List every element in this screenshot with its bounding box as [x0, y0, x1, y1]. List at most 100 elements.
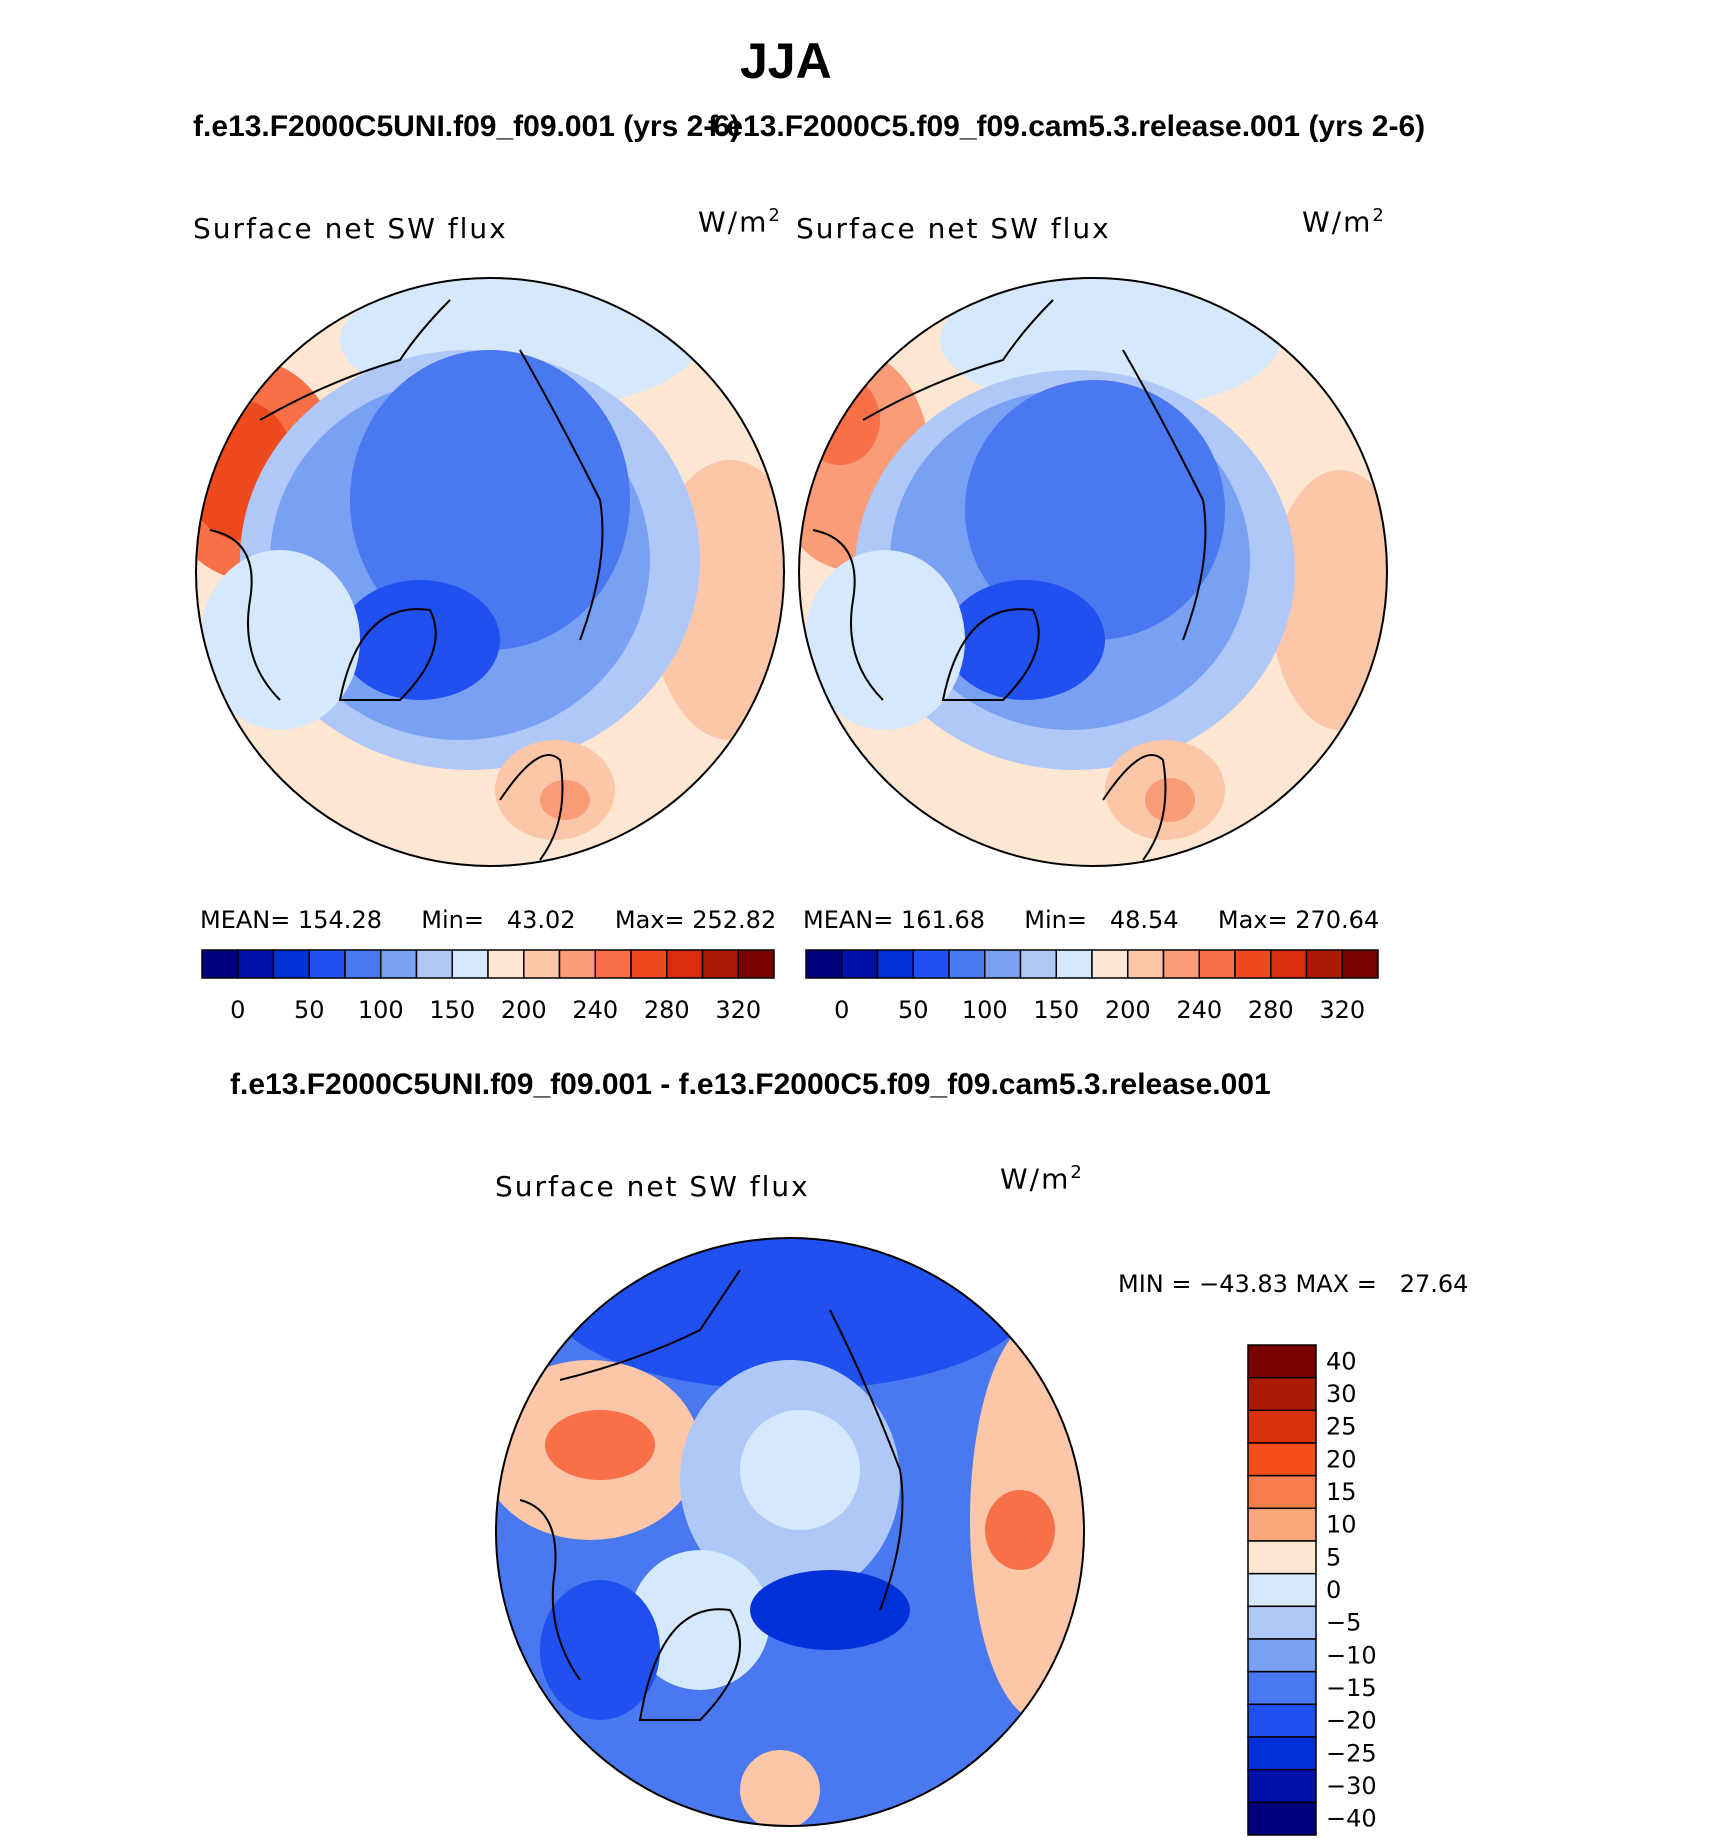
colorbar-tick-label: 0 — [1326, 1576, 1341, 1604]
colorbar-tick-label: 240 — [572, 996, 618, 1024]
colorbar-box — [1091, 949, 1129, 979]
colorbar-tick-label: 150 — [1033, 996, 1079, 1024]
map-panel-2 — [799, 278, 1387, 866]
colorbar-box — [666, 949, 704, 979]
case1-title: f.e13.F2000C5UNI.f09_f09.001 (yrs 2-6) — [193, 110, 740, 143]
colorbar-box — [1247, 1572, 1317, 1608]
colorbar-tick-label: −10 — [1326, 1641, 1377, 1669]
units-exponent: 2 — [1070, 1162, 1084, 1183]
colorbar-box — [1247, 1768, 1317, 1804]
colorbar-box — [523, 949, 561, 979]
units-exponent: 2 — [1372, 205, 1386, 226]
map-panel-diff — [496, 1238, 1084, 1826]
colorbar-box — [1162, 949, 1200, 979]
colorbar-box — [451, 949, 489, 979]
colorbar-box — [308, 949, 346, 979]
colorbar-tick-label: 25 — [1326, 1413, 1357, 1441]
colorbar-box — [876, 949, 914, 979]
colorbar-box — [487, 949, 525, 979]
colorbar-tick-label: 150 — [429, 996, 475, 1024]
colorbar-tick-label: 20 — [1326, 1445, 1357, 1473]
colorbar-box — [948, 949, 986, 979]
colorbar-box — [737, 949, 775, 979]
mean-value: 161.68 — [901, 906, 985, 934]
colorbar-tick-label: 200 — [1105, 996, 1151, 1024]
min-value: 43.02 — [506, 906, 576, 934]
colorbar-tick-label: 320 — [715, 996, 761, 1024]
map-panel-2-border — [798, 277, 1388, 867]
colorbar-box — [805, 949, 843, 979]
colorbar-box — [1247, 1344, 1317, 1379]
colorbar-tick-label: 50 — [294, 996, 325, 1024]
colorbar-box — [1247, 1507, 1317, 1542]
colorbar-tick-label: 40 — [1326, 1347, 1357, 1375]
colorbar-panel-2: 0 50 100 150 200 240 280 320 — [805, 949, 1379, 1024]
colorbar-box — [701, 949, 739, 979]
colorbar-tick-label: 320 — [1319, 996, 1365, 1024]
colorbar-box — [1247, 1605, 1317, 1640]
colorbar-tick-label: 50 — [898, 996, 929, 1024]
panel1-units: W/m2 — [698, 205, 782, 238]
colorbar-tick-label: 100 — [358, 996, 404, 1024]
colorbar-tick-label: 15 — [1326, 1478, 1357, 1506]
colorbar-box — [344, 949, 382, 979]
colorbar-box — [841, 949, 879, 979]
mean-label: MEAN= — [200, 906, 291, 934]
panel1-stats: MEAN= 154.28 Min= 43.02 Max= 252.82 — [200, 906, 776, 934]
colorbar-box — [1247, 1638, 1317, 1673]
colorbar-panel-1: 0 50 100 150 200 240 280 320 — [201, 949, 775, 1024]
colorbar-box — [594, 949, 632, 979]
colorbar-tick-label: −5 — [1326, 1609, 1361, 1637]
colorbar-box — [1234, 949, 1272, 979]
map-panel-1-border — [195, 277, 785, 867]
min-label: Min= — [1024, 906, 1087, 934]
colorbar-tick-label: 30 — [1326, 1380, 1357, 1408]
colorbar-tick-label: 200 — [501, 996, 547, 1024]
panel2-units: W/m2 — [1302, 205, 1386, 238]
units-text: W/m — [698, 205, 769, 239]
min-value: 48.54 — [1109, 906, 1179, 934]
mean-label: MEAN= — [803, 906, 894, 934]
max-value: 270.64 — [1295, 906, 1380, 934]
colorbar-box — [1019, 949, 1057, 979]
panel2-variable-label: Surface net SW flux — [796, 212, 1111, 245]
colorbar-box — [1247, 1540, 1317, 1575]
colorbar-box — [912, 949, 950, 979]
colorbar-tick-label: 280 — [644, 996, 690, 1024]
units-exponent: 2 — [768, 205, 782, 226]
max-label: Max= — [614, 906, 685, 934]
colorbar-tick-label: 100 — [962, 996, 1008, 1024]
colorbar-box — [1247, 1670, 1317, 1706]
colorbar-box — [1247, 1801, 1317, 1836]
min-label: Min= — [421, 906, 484, 934]
diff-variable-label: Surface net SW flux — [495, 1170, 810, 1203]
map-panel-1 — [196, 278, 784, 866]
colorbar-box — [1270, 949, 1308, 979]
units-text: W/m — [1302, 205, 1373, 239]
colorbar-tick-label: −30 — [1326, 1772, 1377, 1800]
panel2-stats: MEAN= 161.68 Min= 48.54 Max= 270.64 — [803, 906, 1379, 934]
diff-minmax: MIN = −43.83 MAX = 27.64 — [1118, 1270, 1469, 1298]
map-panel-diff-border — [495, 1237, 1085, 1827]
colorbar-box — [1055, 949, 1093, 979]
mean-value: 154.28 — [298, 906, 382, 934]
colorbar-box — [1198, 949, 1236, 979]
panel1-variable-label: Surface net SW flux — [193, 212, 508, 245]
colorbar-box — [237, 949, 275, 979]
diff-title: f.e13.F2000C5UNI.f09_f09.001 - f.e13.F20… — [230, 1068, 1271, 1101]
colorbar-tick-label: 0 — [230, 996, 245, 1024]
colorbar-tick-label: −20 — [1326, 1707, 1377, 1735]
diff-units: W/m2 — [1000, 1162, 1084, 1195]
colorbar-box — [1341, 949, 1379, 979]
colorbar-box — [1247, 1474, 1317, 1510]
colorbar-box — [984, 949, 1022, 979]
colorbar-box — [1247, 1703, 1317, 1738]
colorbar-box — [380, 949, 418, 979]
colorbar-box — [1247, 1376, 1317, 1412]
colorbar-tick-label: 240 — [1176, 996, 1222, 1024]
colorbar-box — [558, 949, 596, 979]
colorbar-box — [1305, 949, 1343, 979]
season-title: JJA — [740, 33, 832, 89]
colorbar-box — [272, 949, 310, 979]
